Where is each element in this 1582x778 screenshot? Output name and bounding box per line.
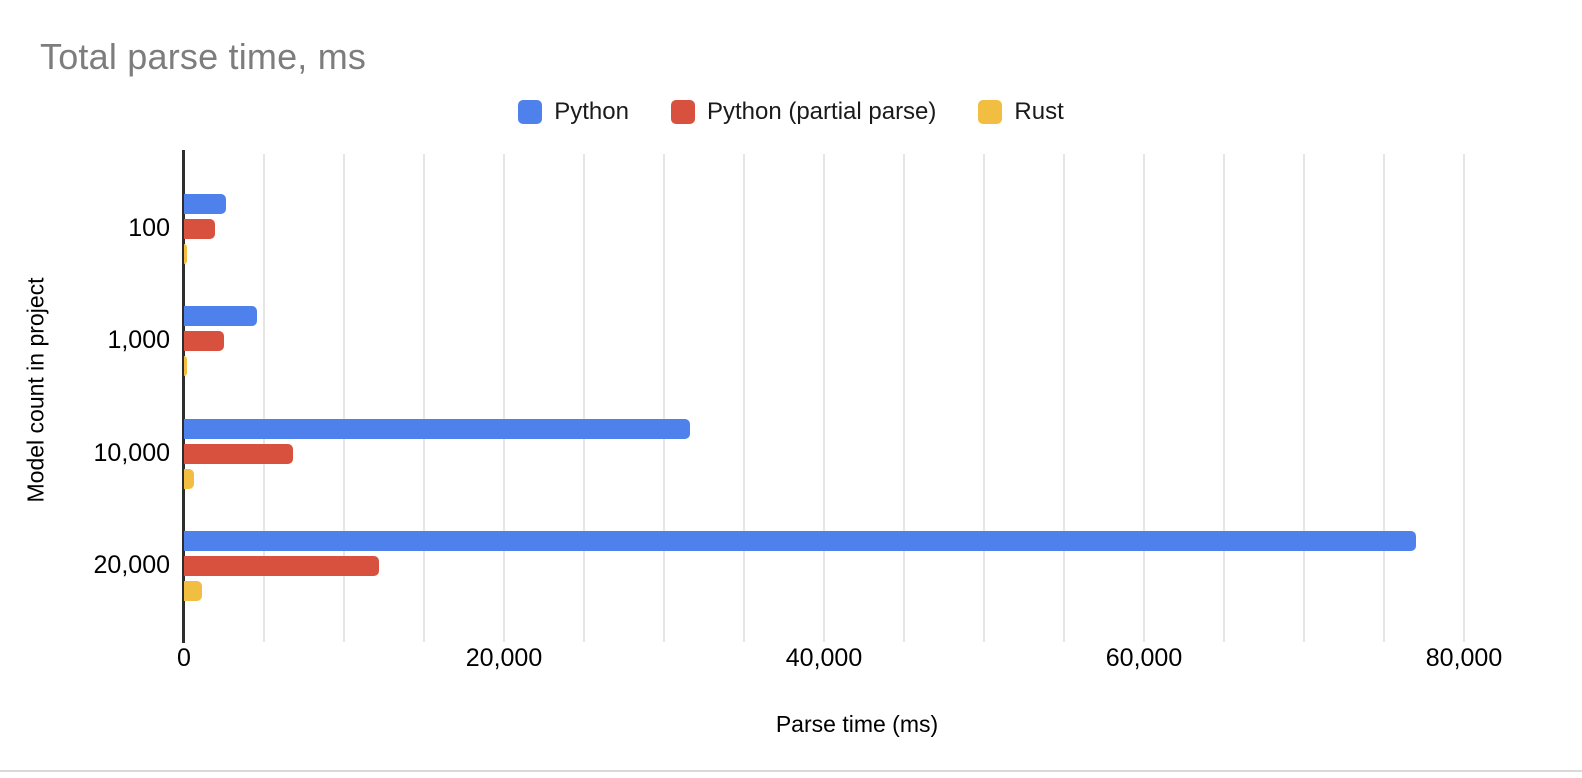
y-axis-line: [182, 150, 185, 643]
legend-swatch-icon: [518, 100, 543, 124]
legend-swatch-icon: [670, 100, 695, 124]
bar-python-20-000: [184, 530, 1416, 551]
legend-label: Python: [554, 98, 629, 125]
y-category-label-10-000: 10,000: [93, 438, 170, 467]
gridline: [1223, 154, 1225, 642]
legend-label: Rust: [1014, 98, 1064, 125]
bar-python-100: [184, 194, 226, 215]
legend-item-python: Python: [518, 98, 629, 126]
bar-python-partial-parse-20-000: [184, 555, 380, 576]
x-tick-label-60-000: 60,000: [1105, 644, 1183, 672]
bottom-separator: [0, 770, 1582, 772]
gridline: [343, 154, 345, 642]
gridline: [983, 154, 985, 642]
chart-legend: Python Python (partial parse) Rust: [0, 98, 1582, 126]
gridline: [1303, 154, 1305, 642]
x-tick-label-80-000: 80,000: [1425, 644, 1503, 672]
gridline: [663, 154, 665, 642]
gridline: [903, 154, 905, 642]
bar-rust-20-000: [184, 580, 202, 601]
chart-title: Total parse time, ms: [40, 36, 367, 77]
bar-rust-10-000: [184, 468, 195, 489]
x-tick-label-20-000: 20,000: [465, 644, 543, 672]
y-axis-title: Model count in project: [22, 277, 49, 503]
gridline: [743, 154, 745, 642]
legend-swatch-icon: [978, 100, 1003, 124]
gridline: [823, 154, 825, 642]
x-axis-title: Parse time (ms): [775, 711, 939, 737]
gridline: [503, 154, 505, 642]
gridline: [263, 154, 265, 642]
legend-label: Python (partial parse): [706, 98, 937, 125]
legend-item-python-partial-parse: Python (partial parse): [670, 98, 937, 126]
gridline: [583, 154, 585, 642]
gridline: [1063, 154, 1065, 642]
gridline: [1383, 154, 1385, 642]
y-category-label-100: 100: [128, 214, 170, 243]
gridline: [1143, 154, 1145, 642]
y-category-label-1-000: 1,000: [107, 326, 170, 355]
bar-rust-100: [184, 244, 187, 265]
x-tick-label-0: 0: [177, 644, 191, 672]
bar-python-partial-parse-1-000: [184, 331, 224, 352]
bar-python-10-000: [184, 418, 691, 439]
legend-item-rust: Rust: [978, 98, 1064, 126]
gridline: [1463, 154, 1465, 642]
x-tick-label-40-000: 40,000: [785, 644, 863, 672]
y-category-label-20-000: 20,000: [93, 550, 170, 579]
gridline: [423, 154, 425, 642]
plot-area: [182, 150, 1530, 643]
bar-python-1-000: [184, 306, 257, 327]
bar-python-partial-parse-10-000: [184, 443, 293, 464]
bar-rust-1-000: [184, 356, 187, 377]
bar-python-partial-parse-100: [184, 219, 216, 240]
